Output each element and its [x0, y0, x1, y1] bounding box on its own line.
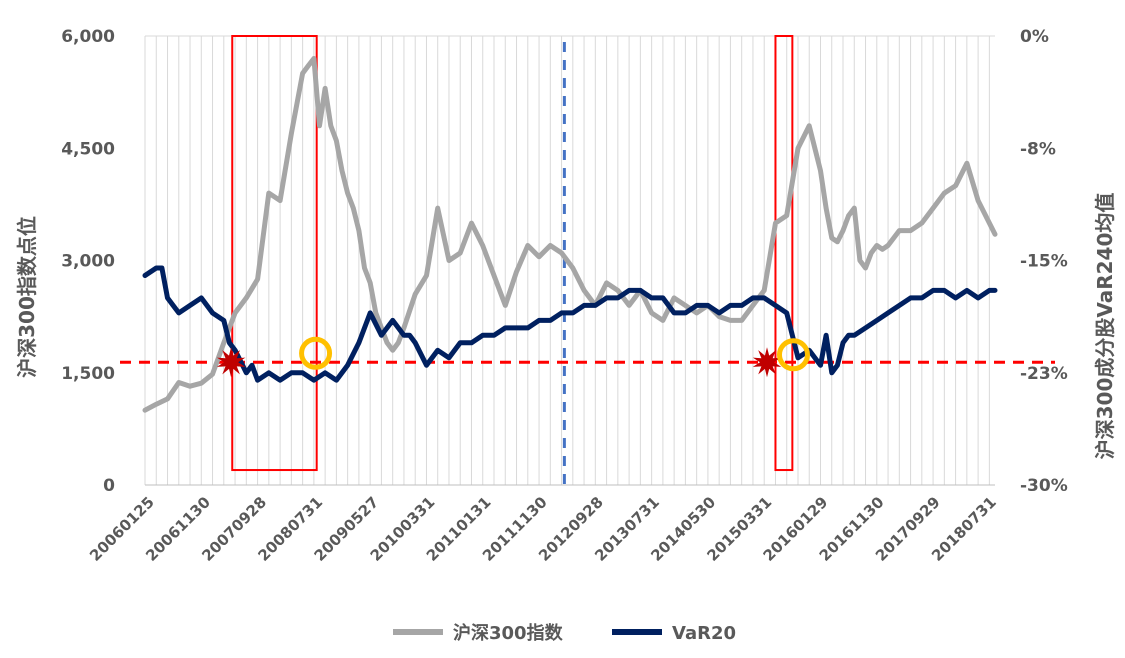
- legend-label-var20: VaR20: [672, 623, 736, 644]
- y-left-tick-label: 3,000: [61, 252, 115, 272]
- y-right-tick-label: -15%: [1020, 252, 1068, 272]
- grid: [144, 35, 995, 485]
- circle-marker: [776, 338, 810, 372]
- reference-lines: [120, 42, 1055, 492]
- y-left-tick-label: 1,500: [61, 364, 115, 384]
- markers: [216, 336, 810, 378]
- y-right-tick-label: -23%: [1020, 364, 1068, 384]
- star-marker: [216, 347, 246, 378]
- highlight-box: [774, 35, 794, 472]
- highlight-boxes: [231, 35, 794, 472]
- y-left-tick-label: 0: [103, 476, 115, 496]
- highlight-box: [231, 35, 318, 472]
- series-line-index: [142, 56, 998, 413]
- legend-label-index: 沪深300指数: [453, 622, 564, 644]
- circle-marker: [299, 336, 333, 370]
- star-marker: [752, 347, 782, 378]
- series-line-var20: [142, 265, 998, 383]
- y-right-tick-label: -30%: [1020, 476, 1068, 496]
- y-right-tick-label: -8%: [1020, 139, 1056, 159]
- legend: 沪深300指数 VaR20: [393, 622, 736, 644]
- y-left-tick-label: 4,500: [61, 139, 115, 159]
- series-lines: [142, 56, 998, 413]
- y-right-axis-title: 沪深300成分股VaR240均值: [1093, 193, 1117, 460]
- y-left-axis-title: 沪深300指数点位: [15, 216, 39, 378]
- y-right-tick-label: 0%: [1020, 27, 1049, 47]
- y-left-tick-label: 6,000: [61, 27, 115, 47]
